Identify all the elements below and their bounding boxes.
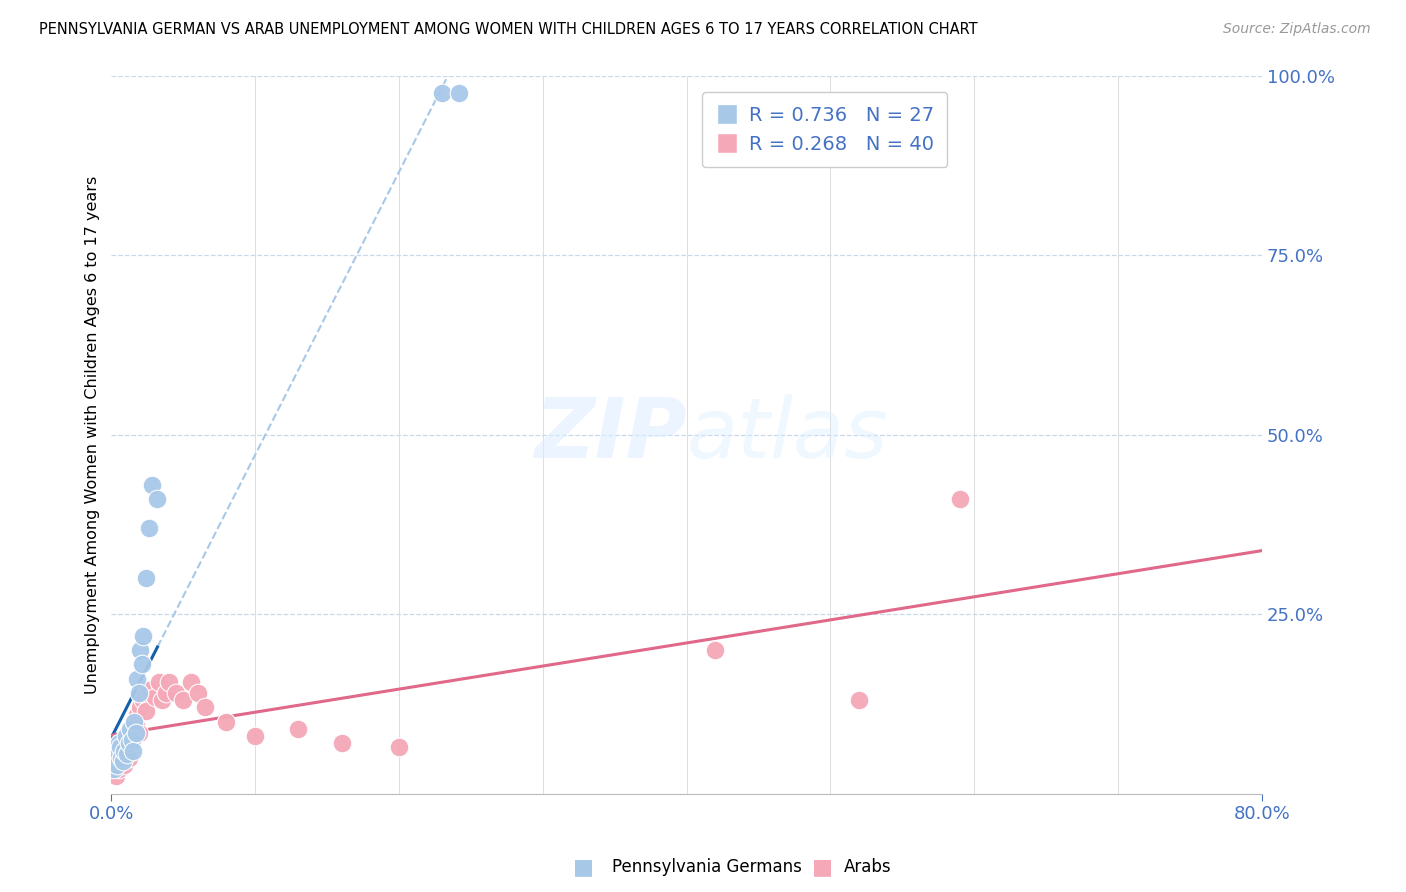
Text: PENNSYLVANIA GERMAN VS ARAB UNEMPLOYMENT AMONG WOMEN WITH CHILDREN AGES 6 TO 17 : PENNSYLVANIA GERMAN VS ARAB UNEMPLOYMENT…: [39, 22, 979, 37]
Point: [129, 700, 152, 714]
Point: [114, 729, 136, 743]
Point: [107, 762, 129, 776]
Point: [138, 682, 160, 697]
Point: [132, 693, 155, 707]
Point: [135, 571, 157, 585]
Point: [111, 755, 134, 769]
Point: [132, 629, 155, 643]
Point: [115, 747, 138, 761]
Point: [111, 747, 134, 761]
Text: Arabs: Arabs: [844, 858, 891, 876]
Point: [146, 492, 169, 507]
Point: [120, 736, 142, 750]
Point: [131, 657, 153, 672]
Point: [215, 714, 238, 729]
Point: [121, 729, 143, 743]
Point: [155, 686, 177, 700]
Point: [124, 714, 146, 729]
Text: ■: ■: [574, 857, 593, 877]
Point: [112, 743, 135, 757]
Point: [187, 686, 209, 700]
Point: [143, 690, 166, 704]
Point: [449, 87, 471, 101]
Point: [330, 736, 353, 750]
Point: [135, 704, 157, 718]
Point: [125, 725, 148, 739]
Point: [165, 686, 187, 700]
Text: atlas: atlas: [686, 394, 889, 475]
Text: ■: ■: [813, 857, 832, 877]
Point: [120, 722, 142, 736]
Point: [125, 718, 148, 732]
Point: [128, 686, 150, 700]
Point: [172, 693, 194, 707]
Point: [129, 643, 152, 657]
Point: [118, 736, 141, 750]
Point: [118, 751, 141, 765]
Point: [430, 87, 453, 101]
Point: [127, 707, 149, 722]
Point: [105, 758, 128, 772]
Y-axis label: Unemployment Among Women with Children Ages 6 to 17 years: Unemployment Among Women with Children A…: [86, 176, 100, 694]
Point: [103, 765, 125, 780]
Point: [112, 758, 135, 772]
Point: [124, 714, 146, 729]
Point: [150, 693, 173, 707]
Point: [110, 755, 132, 769]
Point: [107, 736, 129, 750]
Point: [704, 643, 727, 657]
Point: [179, 675, 201, 690]
Point: [122, 743, 145, 757]
Text: Source: ZipAtlas.com: Source: ZipAtlas.com: [1223, 22, 1371, 37]
Text: Pennsylvania Germans: Pennsylvania Germans: [612, 858, 801, 876]
Point: [115, 729, 138, 743]
Point: [138, 521, 160, 535]
Point: [157, 675, 180, 690]
Point: [122, 722, 145, 736]
Point: [108, 739, 131, 754]
Point: [104, 769, 127, 783]
Point: [148, 675, 170, 690]
Point: [127, 672, 149, 686]
Point: [388, 739, 411, 754]
Point: [141, 478, 163, 492]
Text: ZIP: ZIP: [534, 394, 686, 475]
Legend: R = 0.736   N = 27, R = 0.268   N = 40: R = 0.736 N = 27, R = 0.268 N = 40: [702, 93, 948, 168]
Point: [110, 751, 132, 765]
Point: [104, 747, 127, 761]
Point: [105, 758, 128, 772]
Point: [128, 725, 150, 739]
Point: [194, 700, 217, 714]
Point: [848, 693, 870, 707]
Point: [103, 762, 125, 776]
Point: [287, 722, 309, 736]
Point: [121, 732, 143, 747]
Point: [108, 751, 131, 765]
Point: [245, 729, 267, 743]
Point: [114, 743, 136, 757]
Point: [949, 492, 972, 507]
